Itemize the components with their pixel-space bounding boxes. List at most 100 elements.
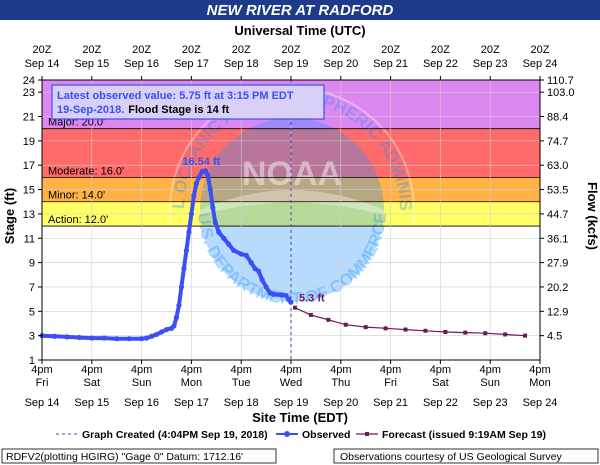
top-tick-date: Sep 19 [274,58,309,70]
observed-point [216,229,222,235]
observed-point [181,266,187,272]
top-tick-date: Sep 21 [373,58,408,70]
y-tick-label: 7 [29,282,35,294]
top-tick-time: 20Z [182,44,201,56]
flood-zone-labels: Action: 12.0' Minor: 14.0' Moderate: 16.0'… [48,117,124,226]
observed-point [263,284,269,290]
x-tick-day: Fri [384,377,397,389]
forecast-start-label: 5.3 ft [299,293,325,305]
y-tick-label: 21 [23,112,35,124]
x-tick-day: Thu [331,377,350,389]
y-tick-label: 23 [23,87,35,99]
x-tick-day: Sat [84,377,101,389]
x-tick-date: Sep 21 [373,397,408,409]
y-tick-label: 19 [23,136,35,148]
top-tick-time: 20Z [232,44,251,56]
y2-axis-title: Flow (kcfs) [585,182,600,250]
watermark-center: NOAA [242,155,342,193]
watermark-bird [200,190,384,215]
y2-tick-label: 63.0 [547,160,568,172]
observed-point [153,331,160,338]
top-tick-date: Sep 16 [124,58,159,70]
y2-tick-label: 110.7 [547,75,574,87]
observed-point [202,168,208,174]
forecast-point [326,317,331,322]
observed-point [248,260,254,266]
footer: RDFV2(plotting HGIRG) "Gage 0" Datum: 17… [1,448,599,464]
top-tick-time: 20Z [481,44,500,56]
y-tick-label: 17 [23,160,35,172]
flood-zone-label-minor: Minor: 14.0' [48,190,105,202]
forecast-point [403,327,408,332]
observed-point [51,333,58,339]
top-tick-time: 20Z [381,44,400,56]
top-tick-time: 20Z [431,44,450,56]
top-axis-title: Universal Time (UTC) [234,23,365,38]
y-tick-label: 9 [29,258,35,270]
top-tick-date: Sep 24 [523,58,558,70]
x-tick-day: Fri [36,377,49,389]
forecast-point [463,330,468,335]
x-tick-time: 4pm [479,364,500,376]
y-axis-title: Stage (ft) [2,188,17,244]
observed-point [288,299,294,305]
y2-tick-label: 27.9 [547,258,568,270]
x-tick-date: Sep 14 [25,397,60,409]
observed-point [278,292,284,298]
x-tick-day: Wed [280,377,302,389]
observed-point [171,323,177,329]
x-tick-day: Sat [432,377,449,389]
x-axis-title: Site Time (EDT) [252,410,348,425]
top-tick-date: Sep 17 [174,58,209,70]
x-tick-day: Sun [480,377,500,389]
x-tick-date: Sep 23 [473,397,508,409]
observed-point [270,291,277,297]
observed-point [64,334,70,340]
x-tick-time: 4pm [81,364,102,376]
y-tick-label: 1 [29,355,35,367]
forecast-point [503,332,508,337]
legend-forecast: Forecast (issued 9:19AM Sep 19) [382,429,546,441]
top-tick-time: 20Z [33,44,52,56]
observed-point [231,247,237,254]
info-date: 19-Sep-2018. [57,104,124,116]
x-tick-date: Sep 22 [423,397,458,409]
x-tick-date: Sep 19 [274,397,309,409]
y2-tick-label: 12.9 [547,306,568,318]
observed-point [221,235,227,241]
y-tick-label: 11 [24,233,35,245]
x-tick-date: Sep 24 [523,397,558,409]
y-tick-label: 15 [23,185,35,197]
x-tick-date: Sep 17 [174,397,209,409]
y-tick-label: 5 [29,306,35,318]
footer-right-box [333,448,599,464]
data-series: 16.54 ft 5.3 ft [39,156,528,342]
observed-point [210,205,216,211]
y-tick-label: 13 [23,209,35,221]
x-tick-time: 4pm [230,364,251,376]
y2-tick-label: 88.4 [547,112,568,124]
top-tick-time: 20Z [331,44,350,56]
y2-tick-label: 4.5 [547,331,562,343]
y2-tick-label: 20.2 [547,282,568,294]
observed-point [89,335,95,341]
observed-point [178,284,185,290]
x-tick-time: 4pm [330,364,351,376]
x-tick-time: 4pm [380,364,401,376]
y-tick-label: 24 [23,75,35,87]
observed-point [163,326,170,333]
forecast-point [292,305,297,310]
observed-point [158,329,165,335]
x-tick-day: Sun [132,377,152,389]
x-tick-day: Tue [232,377,251,389]
y-tick-label: 3 [29,331,35,343]
observed-point [183,247,190,254]
observed-point [173,314,180,320]
observed-point [193,180,199,187]
info-line-2: 19-Sep-2018. Flood Stage is 14 ft [57,104,229,116]
observed-point [283,292,289,299]
observed-point [148,333,155,339]
observed-point [196,174,202,180]
